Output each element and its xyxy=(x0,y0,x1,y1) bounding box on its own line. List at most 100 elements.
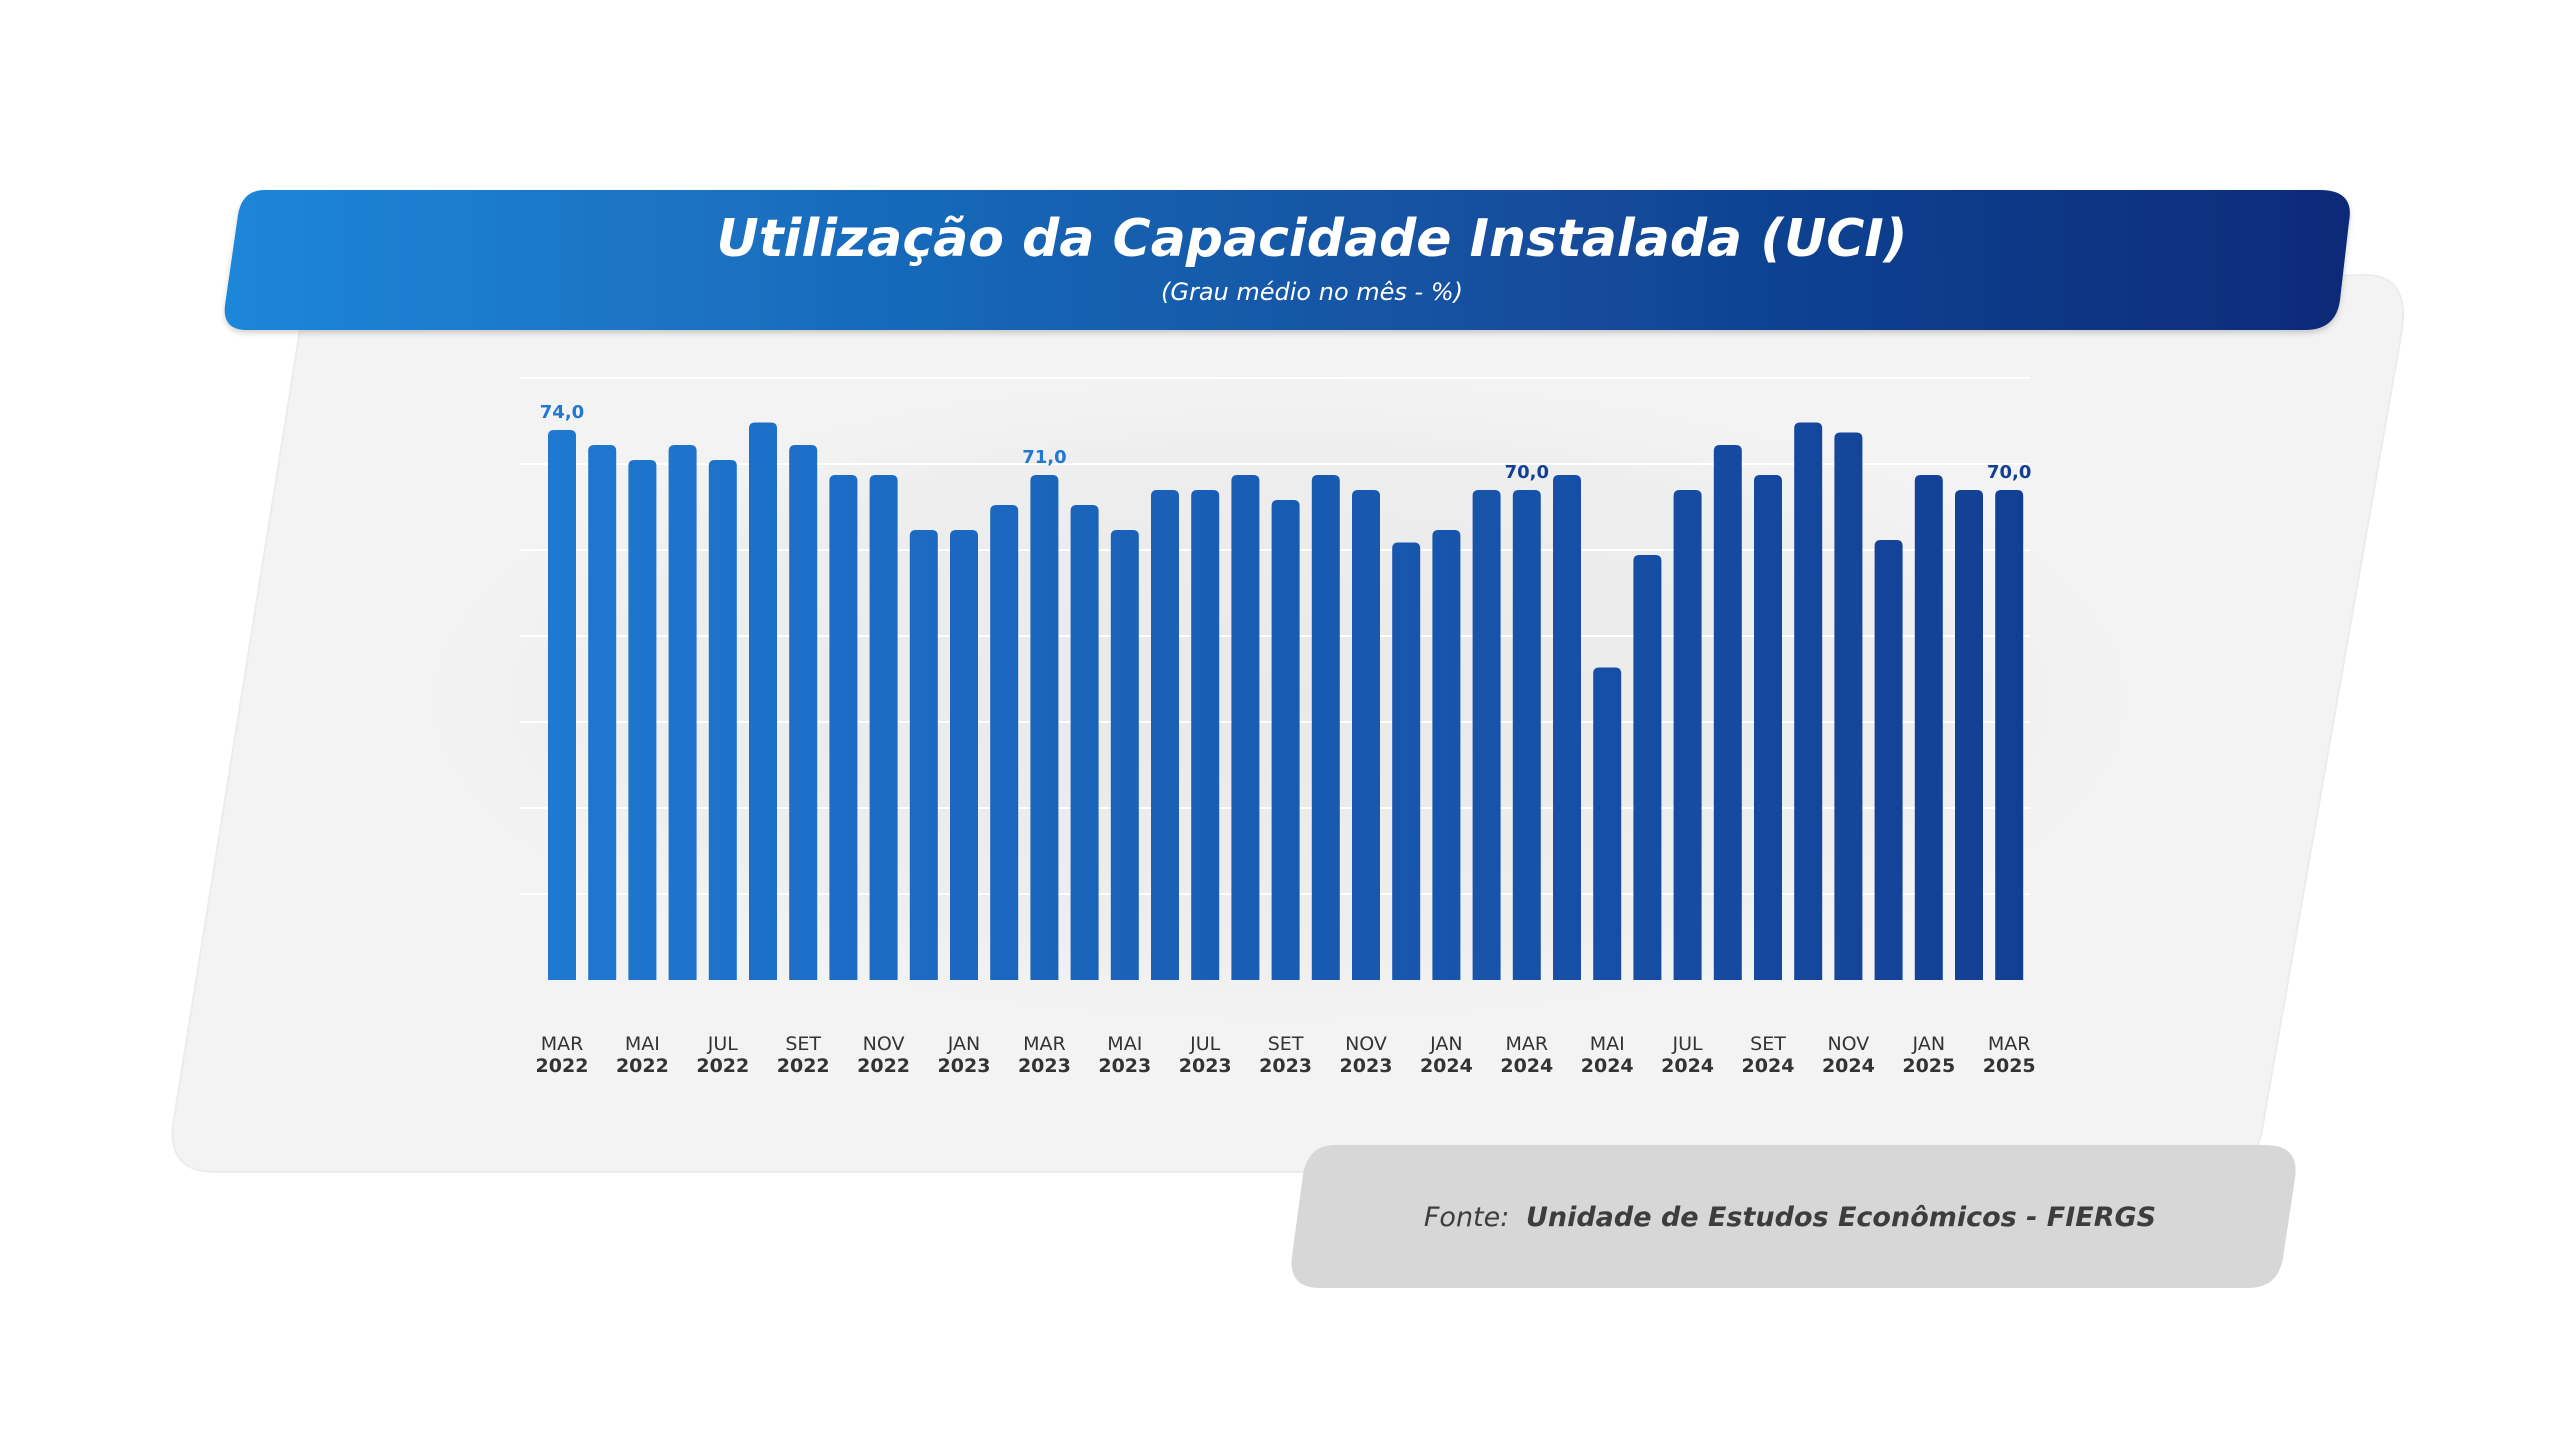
bar xyxy=(1673,490,1702,980)
x-tick-year: 2023 xyxy=(1098,1055,1151,1077)
bar xyxy=(1191,490,1220,980)
x-tick-year: 2023 xyxy=(1340,1055,1393,1077)
x-tick-month: JAN xyxy=(1429,1033,1462,1055)
x-tick-month: NOV xyxy=(1345,1033,1387,1055)
chart-subtitle: (Grau médio no mês - %) xyxy=(1161,278,1463,306)
bar xyxy=(1392,542,1421,980)
x-tick-month: MAI xyxy=(1590,1033,1625,1055)
bar xyxy=(1553,475,1581,980)
data-label: 70,0 xyxy=(1987,462,2031,483)
bar xyxy=(1794,422,1823,980)
x-tick-month: JUL xyxy=(707,1033,739,1055)
bar xyxy=(1955,490,1983,980)
bar xyxy=(1512,490,1541,980)
x-tick-month: SET xyxy=(1268,1033,1304,1055)
x-tick-month: MAR xyxy=(1988,1033,2031,1055)
data-label: 71,0 xyxy=(1022,447,1066,468)
bar xyxy=(1593,667,1622,980)
bar xyxy=(1633,555,1662,980)
data-labels: 74,0 71,0 70,0 70,0 xyxy=(540,402,2032,483)
x-tick-month: MAI xyxy=(1107,1033,1142,1055)
bar xyxy=(1914,475,1943,980)
x-tick-month: JAN xyxy=(1912,1033,1945,1055)
source-label: Fonte: xyxy=(1424,1202,1509,1233)
bar xyxy=(1472,490,1501,980)
x-tick-year: 2022 xyxy=(696,1055,749,1077)
x-tick-year: 2025 xyxy=(1902,1055,1955,1077)
bar xyxy=(1271,500,1300,980)
x-tick-year: 2022 xyxy=(536,1055,589,1077)
bar xyxy=(909,530,938,980)
bar xyxy=(1311,475,1340,980)
x-tick-month: JAN xyxy=(947,1033,980,1055)
bar xyxy=(990,505,1019,980)
bar xyxy=(829,475,858,980)
source-text: Fonte: Unidade de Estudos Econômicos - F… xyxy=(1424,1202,2156,1233)
bar xyxy=(950,530,978,980)
x-axis-tick-labels: MAR2022MAI2022JUL2022SET2022NOV2022JAN20… xyxy=(536,1033,2036,1077)
bar xyxy=(668,445,697,980)
bar xyxy=(588,445,617,980)
bar xyxy=(628,460,657,980)
bar xyxy=(789,445,818,980)
bar xyxy=(708,460,737,980)
bar xyxy=(1231,475,1260,980)
bar xyxy=(1070,505,1099,980)
x-tick-month: NOV xyxy=(1827,1033,1869,1055)
bar-series xyxy=(548,422,2024,980)
x-tick-year: 2023 xyxy=(1018,1055,1071,1077)
bar xyxy=(1030,475,1059,980)
x-tick-year: 2023 xyxy=(1259,1055,1312,1077)
x-tick-year: 2024 xyxy=(1420,1055,1473,1077)
bar xyxy=(1874,540,1903,980)
x-tick-year: 2024 xyxy=(1822,1055,1875,1077)
source-name: Unidade de Estudos Econômicos - FIERGS xyxy=(1526,1202,2156,1233)
x-tick-month: SET xyxy=(785,1033,821,1055)
x-tick-year: 2022 xyxy=(616,1055,669,1077)
bar xyxy=(548,430,576,980)
data-label: 70,0 xyxy=(1505,462,1549,483)
source-box xyxy=(1291,1145,2296,1288)
bar xyxy=(1713,445,1742,980)
x-tick-month: MAI xyxy=(625,1033,660,1055)
x-tick-month: MAR xyxy=(1023,1033,1066,1055)
x-tick-year: 2024 xyxy=(1500,1055,1553,1077)
bar xyxy=(749,422,777,980)
x-tick-year: 2025 xyxy=(1983,1055,2036,1077)
x-tick-month: NOV xyxy=(863,1033,905,1055)
x-tick-month: JUL xyxy=(1189,1033,1221,1055)
bar xyxy=(1432,530,1461,980)
x-tick-year: 2022 xyxy=(777,1055,830,1077)
x-tick-year: 2024 xyxy=(1661,1055,1714,1077)
bar xyxy=(1151,490,1179,980)
bar xyxy=(1110,530,1139,980)
x-tick-year: 2024 xyxy=(1742,1055,1795,1077)
bar xyxy=(869,475,898,980)
x-tick-month: SET xyxy=(1750,1033,1786,1055)
x-tick-month: JUL xyxy=(1672,1033,1704,1055)
header-banner xyxy=(224,190,2350,330)
bar xyxy=(1834,432,1863,980)
bar xyxy=(1352,490,1380,980)
bar xyxy=(1754,475,1782,980)
x-tick-month: MAR xyxy=(1506,1033,1549,1055)
bar xyxy=(1995,490,2024,980)
x-tick-year: 2022 xyxy=(857,1055,910,1077)
x-tick-year: 2024 xyxy=(1581,1055,1634,1077)
